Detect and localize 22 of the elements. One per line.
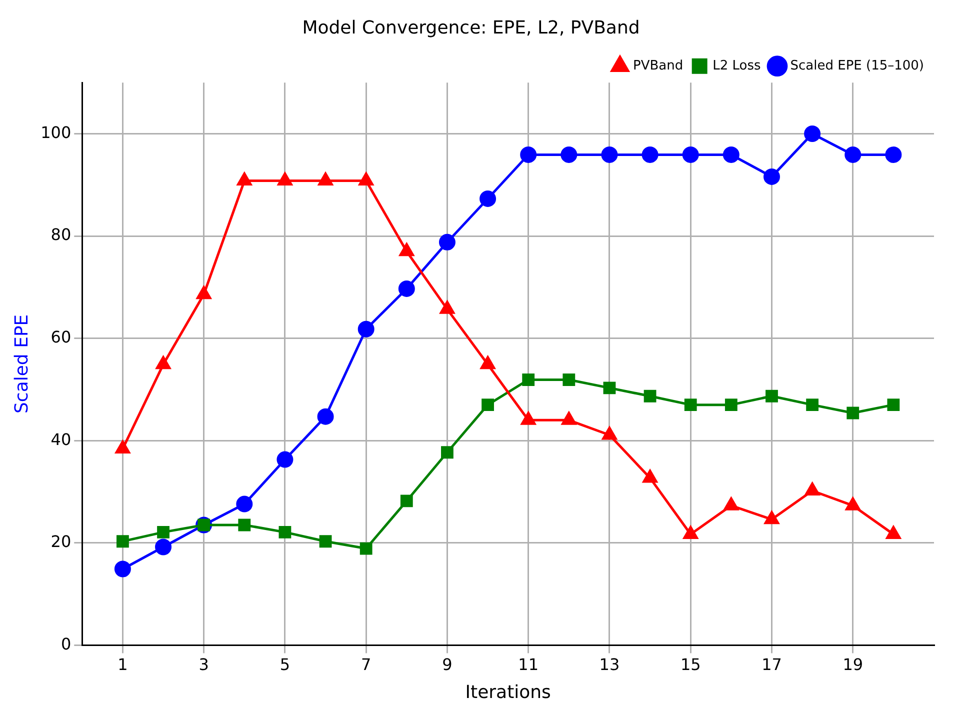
x-tick-label: 17 <box>762 654 782 674</box>
legend-label: L2 Loss <box>712 58 761 74</box>
x-tick-label: 19 <box>842 654 864 674</box>
x-tick-label: 5 <box>280 654 290 674</box>
y-tick-label: 60 <box>50 327 72 346</box>
x-tick-label: 3 <box>198 654 209 674</box>
x-axis-title: Iterations <box>465 682 551 703</box>
legend-label: Scaled EPE (15–100) <box>790 58 924 74</box>
chart-title: Model Convergence: EPE, L2, PVBand <box>302 17 640 38</box>
legend-label: PVBand <box>632 58 684 74</box>
y-tick-label: 40 <box>50 430 72 449</box>
y-tick-label: 100 <box>40 122 72 142</box>
x-tick-label: 15 <box>680 654 701 674</box>
x-tick-label: 9 <box>442 654 452 674</box>
x-tick-label: 7 <box>361 654 372 674</box>
x-tick-label: 1 <box>118 654 128 674</box>
x-tick-label: 13 <box>599 654 620 674</box>
x-tick-label: 11 <box>518 654 539 674</box>
y-tick-label: 0 <box>60 634 72 654</box>
y-axis-title: Scaled EPE <box>11 314 32 414</box>
y-tick-label: 80 <box>50 225 72 244</box>
y-tick-label: 20 <box>50 532 72 552</box>
